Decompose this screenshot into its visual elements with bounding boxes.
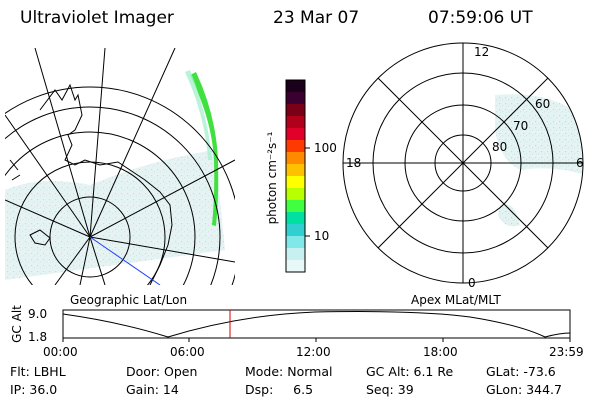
mlat-label-60: 60 <box>535 97 551 111</box>
info-gain: Gain: 14 <box>126 382 179 397</box>
colorbar-segment <box>286 104 305 117</box>
colorbar-segment <box>286 236 305 249</box>
info-gc-alt: GC Alt: 6.1 Re <box>366 364 454 379</box>
color-bar <box>285 79 306 273</box>
colorbar-segment <box>286 200 305 213</box>
orbit-ytick-9: 9.0 <box>28 307 48 321</box>
mlat-label-70: 70 <box>513 119 529 133</box>
aurora-arc <box>190 72 219 226</box>
info-door: Door: Open <box>126 364 198 379</box>
colorbar-tick-10: 10 <box>314 229 330 243</box>
mlt-label-0: 0 <box>468 276 476 290</box>
info-ip: IP: 36.0 <box>10 382 58 397</box>
colorbar-frame <box>285 79 306 273</box>
mlt-label-12: 12 <box>474 45 490 59</box>
info-glon: GLon: 344.7 <box>486 382 562 397</box>
coastline <box>39 83 173 285</box>
colorbar-tick-100: 100 <box>314 141 337 155</box>
colorbar-segment <box>286 128 305 141</box>
meridians <box>5 48 235 285</box>
orbit-xtick-0600: 06:00 <box>170 345 205 359</box>
mlat-grid <box>342 42 584 284</box>
altitude-curve <box>62 311 571 338</box>
colorbar-segment <box>286 116 305 129</box>
info-filter: Flt: LBHL <box>10 364 66 379</box>
orbit-ylabel: GC Alt <box>10 305 24 343</box>
mlt-label-18: 18 <box>346 156 362 170</box>
info-seq: Seq: 39 <box>366 382 414 397</box>
colorbar-segment <box>286 260 305 273</box>
orbit-plot <box>62 309 571 342</box>
colorbar-segment <box>286 164 305 177</box>
aurora-haze-left <box>5 150 225 280</box>
colorbar-segment <box>286 212 305 225</box>
colorbar-segment <box>286 92 305 105</box>
colorbar-segment <box>286 140 305 153</box>
colorbar-segment <box>286 248 305 261</box>
orbit-xtick-1200: 12:00 <box>296 345 331 359</box>
colorbar-segment <box>286 188 305 201</box>
orbit-ytick-1-8: 1.8 <box>28 330 48 344</box>
mlat-label-80: 80 <box>492 140 508 154</box>
info-dsp: Dsp: 6.5 <box>245 382 314 397</box>
colorbar-unit-label: photon cm⁻²s⁻¹ <box>265 131 279 225</box>
apex-panel-label: Apex MLat/MLT <box>411 293 501 307</box>
mlat-plot-haze <box>495 94 583 227</box>
mlt-label-6: 6 <box>576 156 584 170</box>
spacecraft-track <box>89 236 161 285</box>
orbit-xtick-1800: 18:00 <box>423 345 458 359</box>
orbit-xtick-0000: 00:00 <box>43 345 78 359</box>
info-mode: Mode: Normal <box>245 364 333 379</box>
colorbar-segment <box>286 80 305 93</box>
instrument-title: Ultraviolet Imager <box>20 8 174 28</box>
colorbar-segment <box>286 176 305 189</box>
geographic-panel-label: Geographic Lat/Lon <box>70 293 188 307</box>
info-glat: GLat: -73.6 <box>486 364 556 379</box>
header-time: 07:59:06 UT <box>428 8 533 28</box>
colorbar-ticks <box>305 147 310 237</box>
colorbar-segment <box>286 224 305 237</box>
geographic-map <box>5 48 235 285</box>
header-date: 23 Mar 07 <box>273 8 360 28</box>
colorbar-segment <box>286 152 305 165</box>
orbit-xtick-2359: 23:59 <box>549 345 584 359</box>
